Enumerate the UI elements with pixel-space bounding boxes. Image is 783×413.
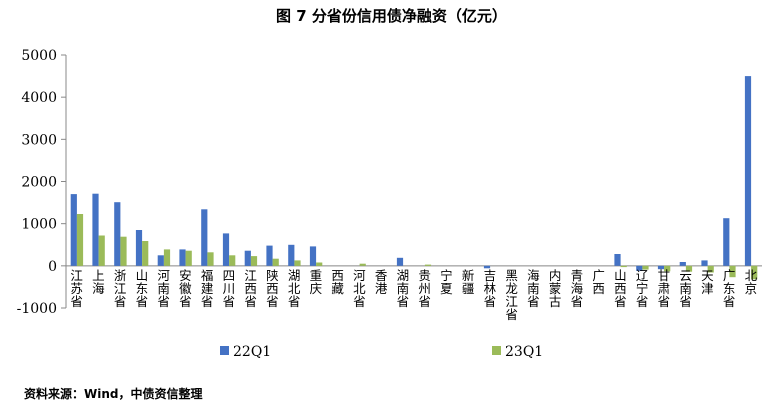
bar-23q1-27 — [642, 265, 649, 270]
y-tick-label: 3000 — [21, 132, 57, 148]
category-label: 四川省 — [223, 268, 236, 309]
bar-23q1-7 — [207, 252, 214, 266]
bar-22q1-11 — [288, 244, 295, 266]
category-label: 江苏省 — [70, 268, 83, 309]
bar-22q1-2 — [92, 193, 99, 266]
bar-23q1-9 — [250, 256, 258, 266]
category-label: 重庆 — [310, 268, 323, 296]
bar-22q1-5 — [157, 255, 164, 266]
bar-22q1-16 — [396, 257, 404, 266]
bar-22q1-9 — [244, 250, 251, 266]
category-labels: 江苏省上海浙江省山东省河南省安徽省福建省四川省江西省陕西省湖北省重庆西藏河北省香… — [70, 268, 757, 322]
category-label: 吉林省 — [484, 268, 497, 309]
bar-23q1-8 — [229, 255, 236, 266]
category-label: 陕西省 — [266, 268, 279, 309]
legend-swatch-22q1 — [220, 346, 229, 355]
source-note: 资料来源：Wind，中债资信整理 — [24, 387, 203, 401]
category-label: 上海 — [92, 268, 105, 296]
category-label: 湖北省 — [288, 268, 301, 309]
bar-22q1-3 — [114, 202, 121, 266]
bar-23q1-17 — [424, 264, 432, 266]
y-tick-label: 2000 — [21, 175, 57, 191]
y-tick-label: 5000 — [21, 48, 57, 64]
category-label: 天津 — [701, 268, 714, 296]
bar-22q1-32 — [744, 76, 752, 266]
category-label: 安徽省 — [179, 268, 192, 309]
category-label: 宁夏 — [440, 268, 453, 296]
bar-22q1-26 — [614, 254, 621, 266]
bar-23q1-4 — [142, 241, 149, 266]
legend-label-22q1: 22Q1 — [233, 344, 271, 360]
category-label: 香港 — [375, 268, 388, 296]
bar-23q1-29 — [685, 265, 693, 272]
bar-22q1-28 — [657, 265, 665, 270]
category-label: 广西 — [592, 268, 605, 296]
chart-title: 图 7 分省份信用债净融资（亿元） — [276, 7, 507, 25]
bar-23q1-30 — [707, 265, 714, 273]
bar-23q1-6 — [185, 250, 192, 266]
bar-23q1-32 — [751, 265, 758, 280]
y-axis: 5000 4000 3000 2000 1000 0 -1000 — [17, 48, 762, 317]
category-label: 黑龙江省 — [505, 268, 518, 322]
bar-23q1-31 — [729, 265, 736, 278]
bar-23q1-2 — [98, 235, 105, 266]
bar-23q1-1 — [76, 214, 84, 266]
legend-swatch-23q1 — [492, 346, 501, 355]
bar-22q1-29 — [679, 262, 686, 266]
category-label: 湖南省 — [397, 268, 410, 309]
bar-22q1-8 — [222, 233, 230, 266]
category-label: 新疆 — [462, 268, 475, 296]
bars — [70, 76, 758, 280]
bar-22q1-6 — [179, 249, 186, 266]
category-label: 河南省 — [157, 268, 170, 309]
bar-22q1-31 — [723, 218, 730, 266]
bar-23q1-10 — [272, 258, 279, 266]
legend-label-23q1: 23Q1 — [505, 344, 543, 360]
category-label: 青海省 — [571, 268, 584, 309]
category-label: 海南省 — [527, 268, 540, 309]
bar-22q1-30 — [701, 260, 708, 266]
category-label: 福建省 — [201, 268, 214, 309]
bar-23q1-11 — [294, 260, 301, 266]
legend: 22Q1 23Q1 — [220, 344, 543, 360]
y-tick-label: 4000 — [21, 90, 57, 106]
bar-22q1-4 — [135, 230, 143, 266]
y-tick-label: 1000 — [21, 217, 57, 233]
category-label: 云南省 — [679, 268, 692, 309]
bar-22q1-27 — [636, 265, 643, 271]
category-label: 甘肃省 — [658, 268, 671, 309]
category-label: 辽宁省 — [636, 268, 649, 309]
category-label: 浙江省 — [114, 268, 127, 309]
category-label: 河北省 — [353, 268, 366, 309]
bar-23q1-3 — [120, 236, 127, 266]
category-label: 江西省 — [244, 268, 257, 309]
bar-23q1-26 — [620, 265, 627, 268]
y-tick-label: -1000 — [17, 301, 57, 317]
bar-23q1-14 — [359, 263, 366, 266]
bar-22q1-7 — [201, 209, 208, 266]
bar-22q1-20 — [483, 265, 491, 269]
category-label: 北京 — [745, 268, 758, 296]
bar-22q1-1 — [70, 194, 77, 266]
category-label: 山西省 — [614, 268, 627, 309]
category-label: 西藏 — [331, 268, 344, 296]
bar-22q1-10 — [266, 245, 273, 266]
bar-23q1-28 — [664, 265, 671, 272]
category-label: 内蒙古 — [549, 268, 562, 309]
bar-23q1-12 — [316, 262, 323, 266]
category-label: 山东省 — [136, 268, 149, 309]
category-label: 广东省 — [723, 268, 736, 309]
bar-23q1-5 — [163, 249, 171, 266]
y-tick-label: 0 — [48, 259, 57, 275]
category-label: 贵州省 — [418, 268, 431, 309]
bar-22q1-12 — [309, 246, 317, 266]
